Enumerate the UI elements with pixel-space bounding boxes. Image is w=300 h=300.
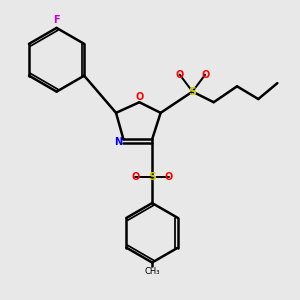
Text: O: O (165, 172, 173, 182)
Text: CH₃: CH₃ (144, 266, 160, 275)
Text: N: N (114, 136, 122, 146)
Text: F: F (53, 16, 60, 26)
Text: S: S (188, 87, 196, 97)
Text: O: O (201, 70, 209, 80)
Text: O: O (135, 92, 143, 102)
Text: O: O (131, 172, 139, 182)
Text: S: S (148, 172, 156, 182)
Text: O: O (176, 70, 184, 80)
